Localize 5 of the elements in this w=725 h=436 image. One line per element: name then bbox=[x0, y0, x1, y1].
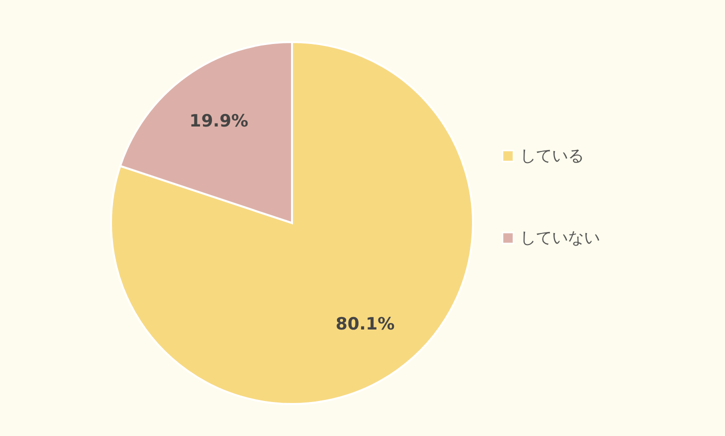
legend-label: している bbox=[520, 146, 584, 165]
data-label: 80.1% bbox=[336, 314, 395, 334]
pie-slice bbox=[110, 41, 474, 405]
legend-label: していない bbox=[520, 228, 600, 247]
data-label: 19.9% bbox=[189, 112, 248, 132]
